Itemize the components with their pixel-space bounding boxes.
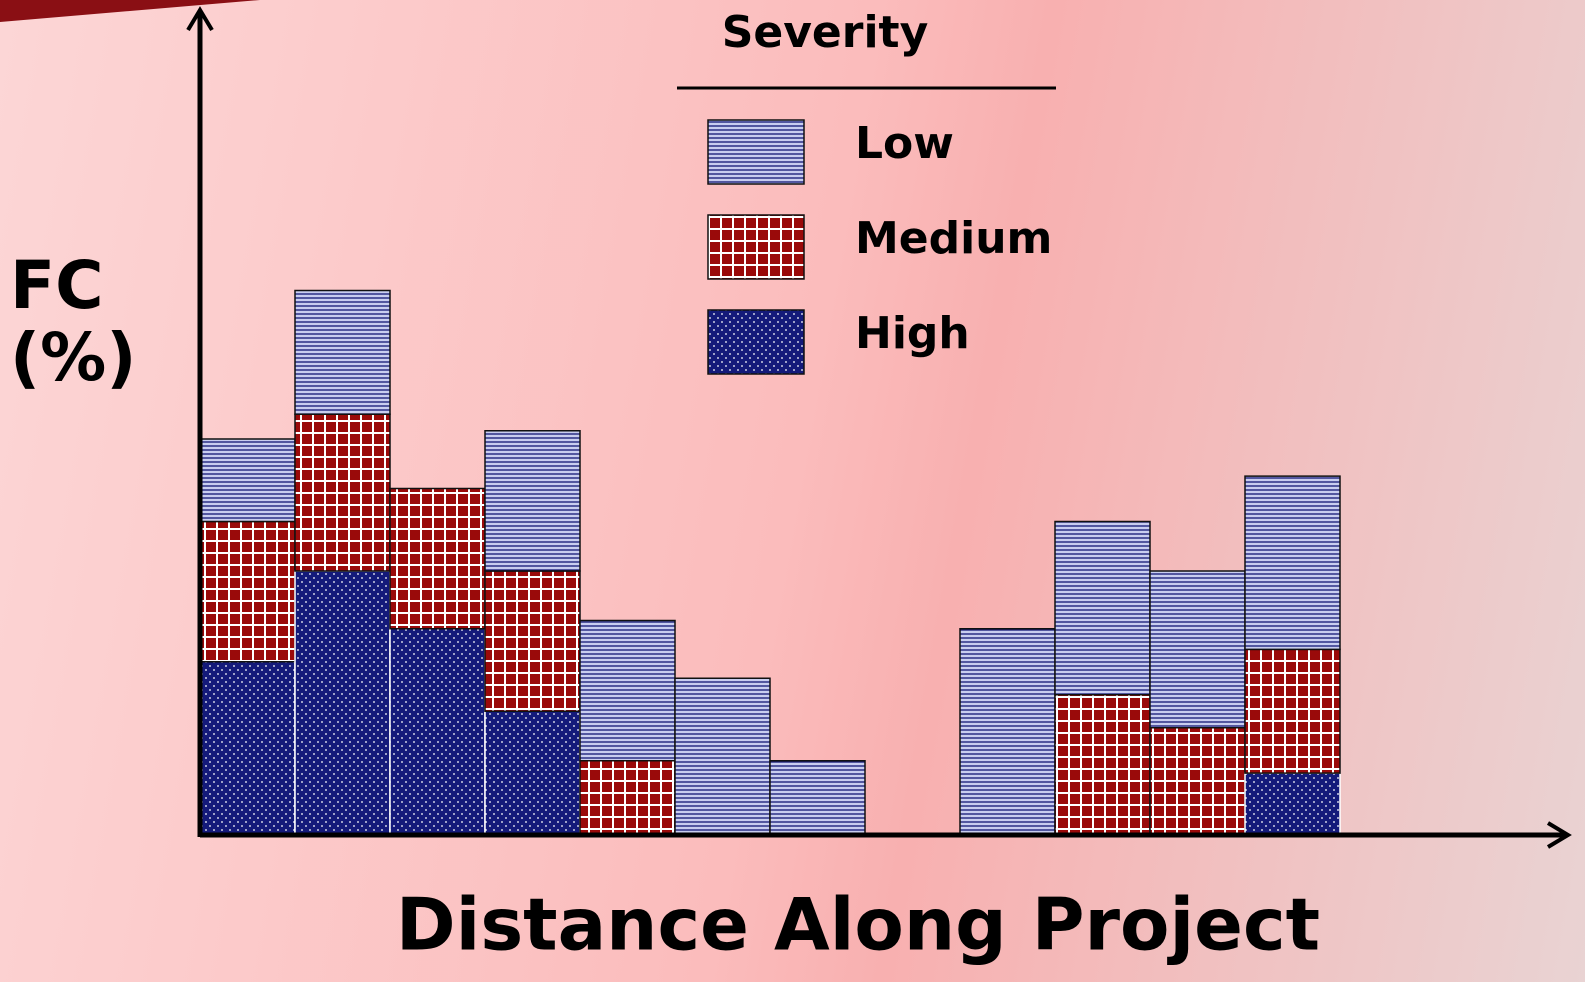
corner-decoration [0,0,260,22]
bar-segment [1054,520,1151,696]
bar-segment [294,570,391,836]
y-axis-label: FC (%) [10,247,137,396]
bar-segment [1244,772,1341,836]
legend-label: Medium [855,213,1052,264]
bar-segment [769,760,866,836]
bar-segment [959,628,1056,836]
bar-segment [1149,570,1246,729]
bar-segment [1054,694,1151,836]
legend-label: High [855,308,970,359]
bar-segment [1149,727,1246,836]
legend-swatch [707,119,805,185]
bar-segment [389,628,486,836]
bar-segment [484,710,581,836]
legend-label: Low [855,118,954,169]
bar-segment [199,438,296,523]
bar-segment [674,677,771,836]
legend-swatch [707,214,805,280]
bar-segment [484,430,581,572]
bar-segment [294,413,391,572]
x-axis-label: Distance Along Project [396,883,1320,967]
bar-segment [294,289,391,415]
bar-segment [1244,648,1341,774]
bar-segment [484,570,581,712]
bar-segment [199,520,296,663]
bar-segment [579,760,676,836]
bar-segment [1244,475,1341,651]
legend-swatch [707,309,805,375]
bar-segment [579,619,676,762]
legend-title: Severity [722,7,929,58]
bar-segment [389,487,486,630]
bar-segment [199,661,296,836]
x-axis-arrow [1546,821,1572,849]
y-axis-arrow [186,6,214,32]
